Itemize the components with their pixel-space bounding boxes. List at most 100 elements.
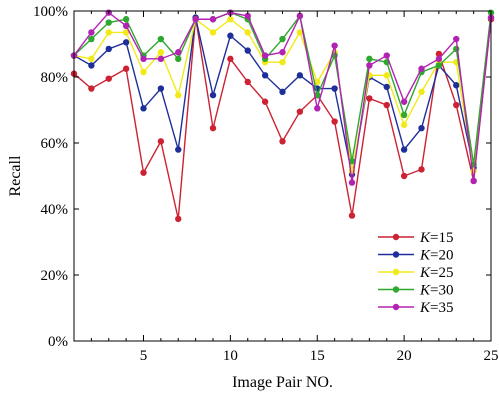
- data-point: [453, 35, 460, 43]
- y-tick-label: 60%: [41, 136, 69, 152]
- data-point: [400, 172, 408, 180]
- data-point: [157, 35, 165, 43]
- legend: K=15 K=20K=25 K=30K=35: [378, 230, 453, 316]
- data-point: [296, 72, 304, 79]
- data-point: [453, 82, 460, 89]
- legend-swatch-marker: [392, 251, 400, 258]
- data-point: [279, 88, 286, 96]
- data-point: [418, 166, 425, 173]
- data-point: [140, 105, 147, 112]
- data-point: [383, 101, 390, 109]
- data-point: [227, 55, 234, 63]
- y-axis-title: Recall: [7, 155, 24, 196]
- legend-label: K=20: [419, 248, 453, 264]
- x-axis-title: Image Pair NO.: [232, 374, 333, 391]
- legend-swatch-marker: [392, 233, 400, 241]
- data-point: [261, 98, 269, 105]
- data-point: [331, 42, 338, 49]
- data-point: [175, 146, 182, 153]
- data-point: [140, 68, 147, 76]
- data-point: [453, 101, 460, 109]
- legend-item: K=35: [378, 300, 453, 316]
- y-tick-label: 20%: [41, 268, 69, 284]
- data-point: [209, 16, 217, 23]
- data-point: [105, 45, 112, 53]
- y-tick-label: 80%: [41, 70, 69, 86]
- data-point: [418, 124, 425, 132]
- data-point: [314, 105, 321, 112]
- data-point: [366, 95, 373, 102]
- data-point: [244, 78, 251, 86]
- data-point: [105, 29, 112, 36]
- legend-label: K=30: [419, 283, 453, 299]
- data-point: [279, 58, 286, 66]
- data-point: [157, 138, 165, 145]
- data-point: [88, 29, 95, 36]
- data-point: [227, 32, 234, 39]
- data-point: [122, 29, 130, 36]
- legend-swatch-marker: [392, 268, 400, 276]
- data-point: [140, 55, 147, 63]
- x-tick-label: 5: [140, 348, 148, 364]
- data-point: [435, 50, 443, 58]
- data-point: [383, 52, 390, 59]
- data-point: [140, 169, 147, 176]
- data-point: [122, 65, 130, 72]
- data-point: [400, 146, 408, 153]
- data-point: [209, 124, 217, 132]
- data-point: [383, 72, 390, 79]
- data-point: [88, 85, 95, 92]
- data-point: [296, 29, 304, 36]
- data-point: [366, 55, 373, 63]
- legend-item: K=20: [378, 248, 453, 264]
- y-tick-label: 0%: [48, 334, 68, 350]
- tick-labels: 0% 20% 40% 60% 80% 100% 5 10 15 20 25: [33, 4, 499, 364]
- data-point: [314, 78, 321, 86]
- data-point: [244, 12, 251, 20]
- y-tick-label: 40%: [41, 202, 69, 218]
- data-point: [261, 72, 269, 79]
- data-point: [122, 16, 130, 23]
- data-point: [157, 49, 165, 56]
- data-point: [88, 62, 95, 69]
- data-point: [209, 91, 217, 99]
- data-point: [279, 138, 286, 145]
- data-point: [244, 29, 251, 36]
- data-point: [209, 29, 217, 36]
- data-point: [366, 62, 373, 69]
- legend-label: K=25: [419, 265, 453, 281]
- legend-swatch-marker: [392, 286, 400, 293]
- legend-item: K=25: [378, 265, 453, 281]
- legend-item: K=30: [378, 283, 453, 299]
- data-point: [296, 12, 304, 20]
- data-point: [88, 55, 95, 63]
- data-point: [435, 55, 443, 63]
- data-point: [470, 167, 477, 175]
- data-point: [331, 118, 338, 125]
- legend-item: K=15: [378, 230, 453, 246]
- series-line: [73, 17, 492, 220]
- data-point: [453, 45, 460, 53]
- data-point: [157, 55, 165, 63]
- data-point: [418, 88, 425, 96]
- data-point: [175, 215, 182, 223]
- x-tick-label: 10: [223, 348, 238, 364]
- data-point: [348, 157, 356, 165]
- data-point: [348, 179, 356, 186]
- data-point: [348, 212, 356, 219]
- data-point: [331, 85, 338, 92]
- data-point: [175, 49, 182, 56]
- legend-label: K=35: [419, 300, 453, 316]
- data-point: [279, 35, 286, 43]
- data-point: [418, 65, 425, 72]
- data-point: [105, 19, 112, 26]
- series-lines: [70, 9, 495, 223]
- data-point: [296, 108, 304, 115]
- data-point: [175, 55, 182, 63]
- data-point: [122, 39, 130, 46]
- x-tick-label: 25: [484, 348, 499, 364]
- data-point: [105, 75, 112, 82]
- data-point: [435, 62, 443, 69]
- data-point: [470, 177, 477, 185]
